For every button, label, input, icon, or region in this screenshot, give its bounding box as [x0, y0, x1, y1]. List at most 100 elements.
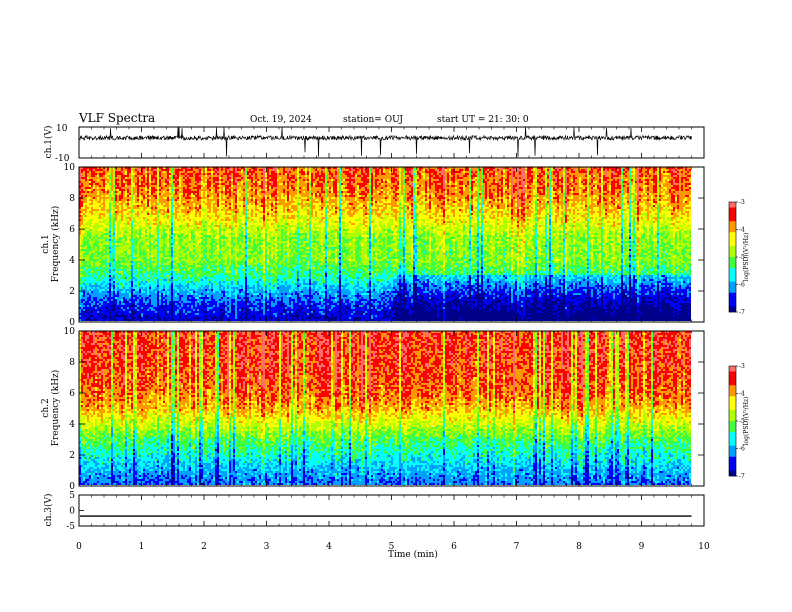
- spectrogram-cell: [113, 261, 115, 263]
- spectrogram-cell: [91, 307, 93, 309]
- spectrogram-cell: [81, 239, 83, 241]
- spectrogram-cell: [131, 183, 133, 185]
- spectrogram-cell: [111, 277, 113, 279]
- spectrogram-cell: [91, 313, 93, 315]
- spectrogram-cell: [97, 305, 99, 307]
- spectrogram-cell: [109, 233, 111, 235]
- spectrogram-cell: [89, 211, 91, 213]
- spectrogram-cell: [115, 183, 117, 185]
- spectrogram-cell: [111, 245, 113, 247]
- spectrogram-cell: [123, 265, 125, 267]
- spectrogram-cell: [129, 225, 131, 227]
- spectrogram-cell: [131, 289, 133, 291]
- spectrogram-cell: [127, 281, 129, 283]
- spectrogram-cell: [127, 313, 129, 315]
- spectrogram-cell: [115, 181, 117, 183]
- spectrogram-cell: [93, 207, 95, 209]
- spectrogram-cell: [105, 257, 107, 259]
- spectrogram-cell: [91, 287, 93, 289]
- spectrogram-cell: [115, 261, 117, 263]
- spectrogram-cell: [105, 253, 107, 255]
- spectrogram-cell: [97, 299, 99, 301]
- spectrogram-cell: [109, 193, 111, 195]
- spectrogram-cell: [115, 249, 117, 251]
- spectrogram-cell: [89, 303, 91, 305]
- spectrogram-cell: [119, 173, 121, 175]
- spectrogram-cell: [125, 285, 127, 287]
- spectrogram-cell: [117, 269, 119, 271]
- spectrogram-cell: [123, 247, 125, 249]
- spectrogram-cell: [115, 291, 117, 293]
- spectrogram-cell: [81, 269, 83, 271]
- spectrogram-cell: [111, 283, 113, 285]
- spectrogram-cell: [115, 191, 117, 193]
- spectrogram-cell: [93, 187, 95, 189]
- spectrogram-cell: [85, 197, 87, 199]
- spectrogram-cell: [117, 291, 119, 293]
- spectrogram-cell: [121, 265, 123, 267]
- spectrogram-cell: [87, 241, 89, 243]
- spectrogram-cell: [119, 305, 121, 307]
- spectrogram-cell: [81, 277, 83, 279]
- spectrogram-cell: [107, 285, 109, 287]
- spectrogram-cell: [129, 211, 131, 213]
- spectrogram-cell: [129, 283, 131, 285]
- spectrogram-cell: [119, 219, 121, 221]
- spectrogram-cell: [101, 311, 103, 313]
- spectrogram-cell: [131, 181, 133, 183]
- spectrogram-cell: [131, 251, 133, 253]
- spectrogram-cell: [131, 211, 133, 213]
- spectrogram-cell: [89, 189, 91, 191]
- spectrogram-cell: [129, 185, 131, 187]
- spectrogram-cell: [85, 289, 87, 291]
- spectrogram-cell: [129, 183, 131, 185]
- spectrogram-cell: [127, 305, 129, 307]
- spectrogram-cell: [119, 237, 121, 239]
- spectrogram-cell: [127, 231, 129, 233]
- spectrogram-cell: [123, 257, 125, 259]
- spectrogram-cell: [99, 269, 101, 271]
- spectrogram-cell: [119, 263, 121, 265]
- spectrogram-cell: [103, 309, 105, 311]
- spectrogram-cell: [131, 171, 133, 173]
- spectrogram-cell: [119, 301, 121, 303]
- spectrogram-cell: [111, 319, 113, 321]
- spectrogram-cell: [125, 273, 127, 275]
- spectrogram-cell: [103, 231, 105, 233]
- spectrogram-cell: [121, 187, 123, 189]
- spectrogram-cell: [129, 303, 131, 305]
- spectrogram-cell: [107, 217, 109, 219]
- spectrogram-cell: [113, 223, 115, 225]
- spectrogram-cell: [123, 271, 125, 273]
- spectrogram-cell: [81, 253, 83, 255]
- spectrogram-cell: [95, 293, 97, 295]
- spectrogram-cell: [91, 317, 93, 319]
- spectrogram-cell: [115, 265, 117, 267]
- spectrogram-cell: [115, 245, 117, 247]
- spectrogram-cell: [125, 291, 127, 293]
- spectrogram-cell: [83, 177, 85, 179]
- spectrogram-cell: [87, 177, 89, 179]
- spectrogram-cell: [105, 227, 107, 229]
- spectrogram-cell: [105, 223, 107, 225]
- spectrogram-cell: [107, 219, 109, 221]
- spectrogram-cell: [119, 175, 121, 177]
- spectrogram-cell: [119, 315, 121, 317]
- spectrogram-cell: [91, 263, 93, 265]
- spectrogram-cell: [111, 177, 113, 179]
- spectrogram-cell: [101, 299, 103, 301]
- spectrogram-cell: [107, 311, 109, 313]
- spectrogram-cell: [97, 239, 99, 241]
- spectrogram-cell: [125, 183, 127, 185]
- spectrogram-cell: [121, 317, 123, 319]
- spectrogram-cell: [121, 185, 123, 187]
- spectrogram-cell: [113, 291, 115, 293]
- spectrogram-cell: [101, 287, 103, 289]
- spectrogram-cell: [95, 229, 97, 231]
- spectrogram-cell: [85, 269, 87, 271]
- spectrogram-cell: [97, 309, 99, 311]
- spectrogram-cell: [83, 207, 85, 209]
- spectrogram-cell: [97, 185, 99, 187]
- spectrogram-cell: [93, 193, 95, 195]
- spectrogram-cell: [91, 273, 93, 275]
